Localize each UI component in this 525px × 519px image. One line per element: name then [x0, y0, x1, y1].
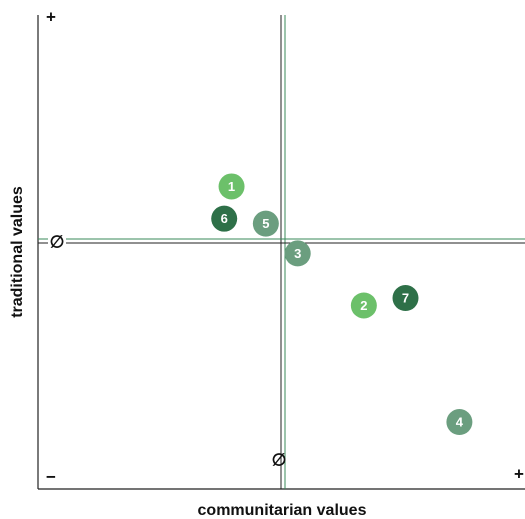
x-axis-label: communitarian values	[198, 502, 367, 519]
point-label: 3	[294, 246, 301, 261]
point	[350, 292, 377, 319]
point	[218, 173, 245, 200]
point	[211, 205, 238, 232]
point-label: 5	[262, 216, 269, 231]
point-label: 1	[228, 179, 235, 194]
y-axis-label: traditional values	[9, 186, 26, 318]
point	[252, 210, 279, 237]
y-tick-label: +	[46, 7, 56, 26]
x-tick-label: +	[514, 464, 524, 483]
x-tick-label: ∅	[272, 450, 287, 469]
point-label: 4	[456, 414, 464, 429]
point-label: 7	[402, 290, 409, 305]
point	[446, 409, 473, 436]
y-tick-label: −	[46, 467, 56, 486]
point	[392, 285, 419, 312]
point	[284, 240, 311, 267]
tick-label-bg	[48, 232, 66, 250]
y-tick-label: ∅	[50, 232, 65, 251]
point-label: 2	[360, 298, 367, 313]
point-label: 6	[221, 211, 228, 226]
